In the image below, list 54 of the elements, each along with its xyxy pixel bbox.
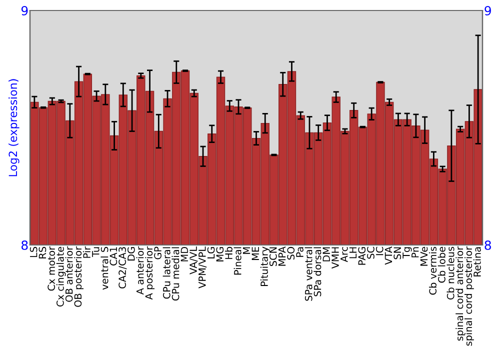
x-tick-label: Arc xyxy=(340,246,348,262)
x-tick-label: Cx cingulate xyxy=(56,246,66,306)
x-tick-label: Pineal xyxy=(234,247,242,275)
x-tick-label: DG xyxy=(128,247,135,260)
x-tick-label: RS xyxy=(38,246,46,258)
x-tick-label: CA2/CA3 xyxy=(118,247,127,288)
x-tick-label: CA1 xyxy=(110,247,118,266)
x-tick-label: SC xyxy=(367,246,374,259)
x-tick-label: ME xyxy=(252,247,259,260)
x-tick-label: A anterior xyxy=(136,246,144,295)
y-axis-title: Log2 (expression) xyxy=(8,79,20,176)
x-tick-label: SCN xyxy=(269,247,277,266)
x-tick-label: Cx motor xyxy=(48,246,55,291)
x-tick-label: Tg xyxy=(402,247,412,259)
x-tick-label: Tu xyxy=(92,247,100,258)
x-tick-label: DM xyxy=(322,247,330,262)
x-tick-label: MD xyxy=(180,246,188,262)
x-tick-label: spinal cord anterior xyxy=(456,246,466,341)
x-tick-label: Retina xyxy=(473,247,481,276)
x-tick-label: ventral S xyxy=(100,246,108,290)
x-tick-label: Cb lobe xyxy=(438,246,446,283)
x-tick-label: OB anterior xyxy=(65,246,73,302)
x-tick-label: GP xyxy=(154,246,162,260)
x-tick-label: MPA xyxy=(278,246,286,266)
y2-tick-label: 9 xyxy=(484,6,491,16)
x-tick-label: VPM/VPL xyxy=(198,246,207,288)
x-tick-label: Pn xyxy=(412,247,419,258)
x-tick-label: IC xyxy=(376,246,384,256)
x-tick-label: SPa ventral xyxy=(304,247,312,301)
y2-tick-label: 8 xyxy=(484,240,491,250)
x-tick-label: OB posterior xyxy=(74,246,84,307)
x-tick-label: A posterior xyxy=(145,246,154,300)
x-tick-label: Cb vermis xyxy=(428,246,437,295)
x-tick-label: CPu medial xyxy=(172,247,180,301)
x-tick-label: SO xyxy=(287,246,295,260)
x-tick-label: VA/VL xyxy=(190,246,198,274)
x-tick-label: SN xyxy=(394,247,402,260)
x-tick-label: PAG xyxy=(358,247,366,265)
x-tick-label: Pa xyxy=(296,247,304,257)
x-tick-label: LS xyxy=(30,246,38,258)
x-tick-label: VMH xyxy=(332,247,339,269)
x-tick-label: Pituitary xyxy=(260,246,270,286)
x-tick-label: LG xyxy=(207,247,215,258)
x-tick-label: LH xyxy=(349,247,357,258)
x-tick-label: Pir xyxy=(82,246,90,258)
x-tick-label: Hb xyxy=(224,246,232,259)
x-tick-label: spinal cord posterior xyxy=(464,246,474,346)
x-tick-label: MVe xyxy=(420,246,428,266)
x-tick-label: CPu lateral xyxy=(162,247,170,299)
x-tick-label: VTA xyxy=(384,246,392,265)
x-tick-label: MG xyxy=(216,247,224,262)
x-tick-label: SPa dorsal xyxy=(314,247,322,296)
x-tick-label: Cb nucleus xyxy=(446,246,454,300)
x-tick-label: M xyxy=(242,247,250,254)
